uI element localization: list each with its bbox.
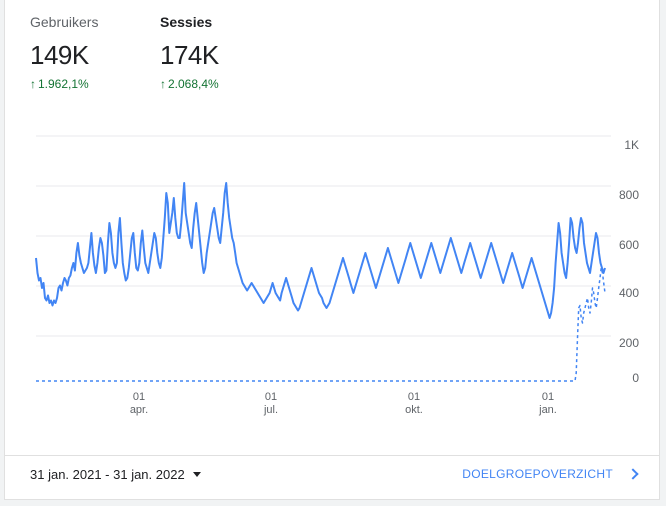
metric-sessions[interactable]: Sessies 174K ↑ 2.068,4% <box>160 14 219 91</box>
date-range-selector[interactable]: 31 jan. 2021 - 31 jan. 2022 <box>30 467 201 482</box>
footer-divider <box>5 455 659 456</box>
y-tick-label: 800 <box>619 188 639 202</box>
metric-users-change: ↑ 1.962,1% <box>30 77 98 91</box>
y-tick-label: 0 <box>632 371 639 385</box>
x-tick-day: 01 <box>542 391 554 403</box>
x-tick-month: jul. <box>263 404 278 416</box>
x-tick-month: apr. <box>130 404 148 416</box>
metric-sessions-label: Sessies <box>160 14 213 30</box>
x-tick-day: 01 <box>265 391 277 403</box>
x-tick-day: 01 <box>133 391 145 403</box>
arrow-up-icon: ↑ <box>160 77 166 91</box>
metric-sessions-value: 174K <box>160 40 219 70</box>
sessions-series-line <box>35 182 606 319</box>
audience-overview-link-label: DOELGROEPOVERZICHT <box>462 467 613 481</box>
metric-users-value: 149K <box>30 40 89 70</box>
y-tick-label: 400 <box>619 286 639 300</box>
y-tick-label: 200 <box>619 336 639 350</box>
chevron-right-icon <box>627 468 639 480</box>
metric-sessions-change-value: 2.068,4% <box>168 77 219 91</box>
x-tick-month: okt. <box>405 404 423 416</box>
metric-sessions-change: ↑ 2.068,4% <box>160 77 219 91</box>
audience-overview-card: Gebruikers 149K ↑ 1.962,1% Sessies 174K ↑… <box>4 0 660 500</box>
x-tick-month: jan. <box>538 404 557 416</box>
previous-period-series-line <box>36 267 606 382</box>
date-range-label: 31 jan. 2021 - 31 jan. 2022 <box>30 467 185 482</box>
caret-down-icon <box>192 472 201 477</box>
metric-users[interactable]: Gebruikers 149K ↑ 1.962,1% <box>30 14 98 91</box>
y-tick-label: 600 <box>619 238 639 252</box>
arrow-up-icon: ↑ <box>30 77 36 91</box>
x-tick-day: 01 <box>408 391 420 403</box>
audience-overview-link[interactable]: DOELGROEPOVERZICHT <box>462 467 639 481</box>
y-tick-label: 1K <box>624 138 639 152</box>
metric-users-label: Gebruikers <box>30 14 99 30</box>
metric-users-change-value: 1.962,1% <box>38 77 89 91</box>
